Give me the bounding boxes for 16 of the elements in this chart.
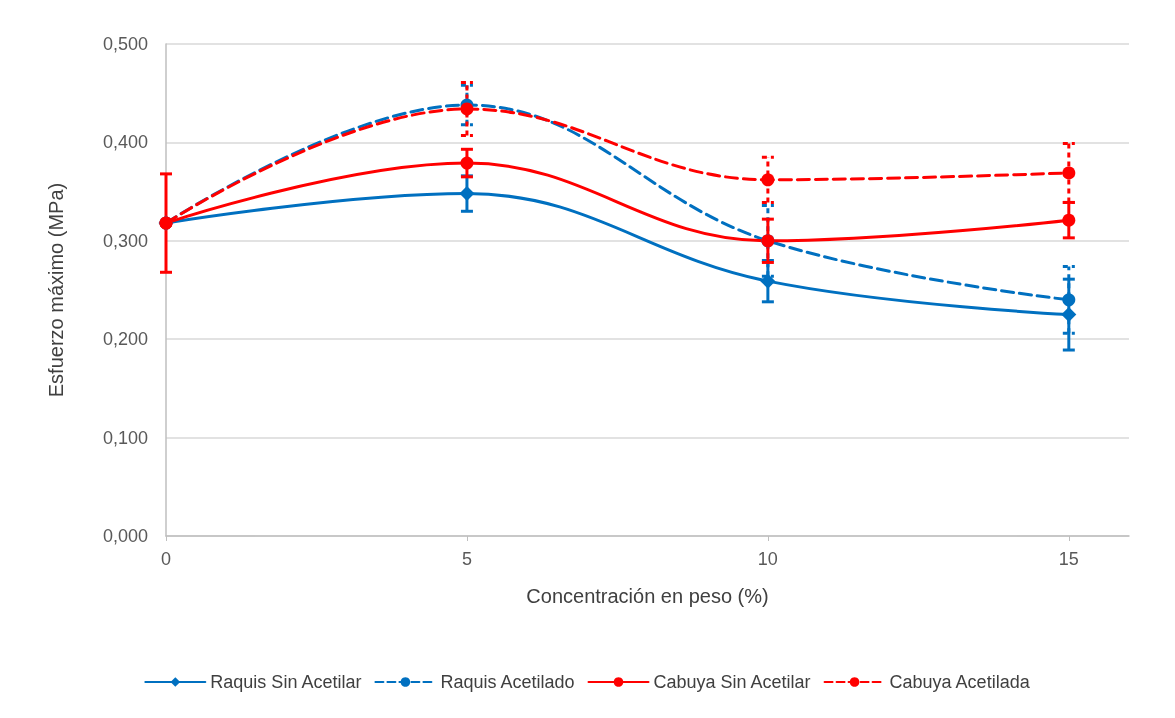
x-tick-label: 15: [1058, 549, 1079, 569]
y-tick-label: 0,300: [102, 230, 148, 251]
y-tick-label: 0,500: [102, 34, 148, 54]
x-tick-label: 0: [160, 549, 172, 569]
y-tick-label: 0,200: [102, 329, 148, 350]
x-axis-title: Concentración en peso (%): [526, 585, 769, 607]
legend-label: Raquis Sin Acetilar: [210, 672, 362, 692]
y-tick-label: 0,000: [102, 526, 148, 546]
y-tick-label: 0,100: [102, 427, 148, 448]
y-tick-label: 0,400: [102, 132, 148, 153]
y-axis-title: Esfuerzo máximo (MPa): [45, 182, 67, 398]
x-tick-label: 10: [757, 549, 778, 569]
legend-label: Cabuya Acetilada: [889, 672, 1031, 692]
legend-label: Raquis Acetilado: [440, 672, 575, 692]
legend-label: Cabuya Sin Acetilar: [653, 672, 811, 692]
x-tick-label: 5: [461, 549, 472, 569]
